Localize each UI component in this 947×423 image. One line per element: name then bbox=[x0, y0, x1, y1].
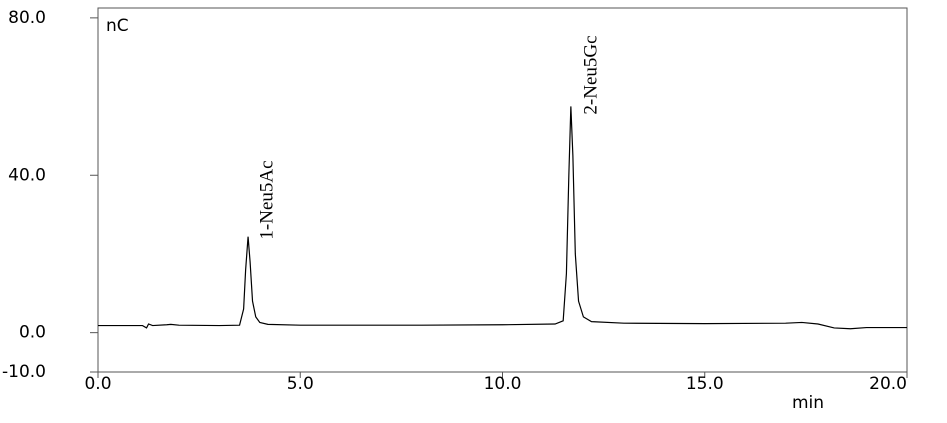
x-tick-label: 20.0 bbox=[869, 374, 907, 394]
y-tick-label: 40.0 bbox=[8, 165, 46, 185]
x-tick-label: 10.0 bbox=[484, 374, 522, 394]
peak-annotation: 1-Neu5Ac bbox=[256, 160, 277, 239]
plot-frame bbox=[97, 7, 908, 373]
x-tick-label: 15.0 bbox=[686, 374, 724, 394]
y-tick-label: -10.0 bbox=[2, 362, 46, 382]
x-tick-label: 5.0 bbox=[287, 374, 314, 394]
x-tick-label: 0.0 bbox=[84, 374, 111, 394]
peak-annotation: 2-Neu5Gc bbox=[580, 35, 601, 114]
y-tick-label: 0.0 bbox=[19, 323, 46, 343]
signal-line bbox=[98, 106, 907, 330]
y-tick-label: 80.0 bbox=[8, 8, 46, 28]
x-axis-label: min bbox=[792, 393, 824, 413]
y-unit-label: nC bbox=[106, 16, 129, 36]
